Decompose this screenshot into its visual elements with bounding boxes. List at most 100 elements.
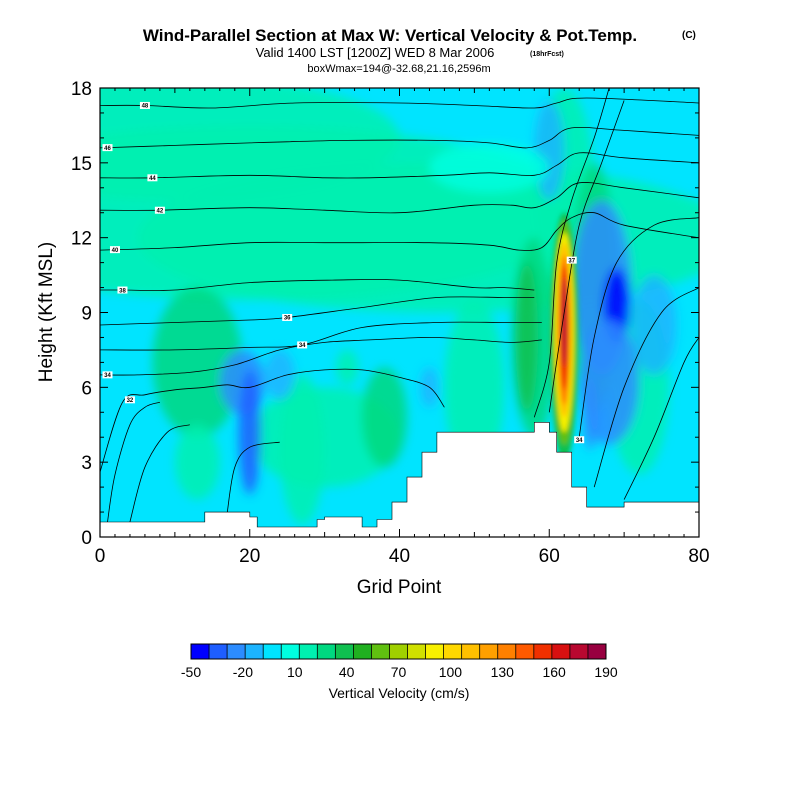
theta-contour-line	[100, 212, 699, 251]
velocity-blob	[152, 287, 243, 438]
contour-label-bg	[147, 174, 158, 182]
theta-contour-label: 37	[568, 258, 575, 264]
colorbar-swatch	[497, 644, 517, 659]
y-tick-label: 6	[81, 378, 92, 399]
theta-contour-line	[578, 217, 699, 438]
colorbar	[190, 643, 607, 660]
y-axis-label: Height (Kft MSL)	[36, 242, 57, 382]
theta-contour-line	[129, 424, 190, 523]
theta-contour-label: 46	[104, 146, 111, 152]
velocity-blob	[335, 349, 359, 385]
theta-contour-label: 34	[576, 438, 583, 444]
colorbar-frame	[190, 643, 607, 660]
contour-label-bg	[574, 436, 585, 444]
colorbar-swatch	[533, 644, 553, 659]
contour-label-bg	[139, 101, 150, 109]
colorbar-swatch	[317, 644, 336, 659]
x-tick-label: 0	[95, 546, 106, 567]
x-tick-label: 20	[239, 546, 260, 567]
colorbar-swatch	[443, 644, 462, 659]
box-wmax-caption: boxWmax=194@-32.68,21.16,2596m	[307, 63, 490, 75]
x-tick-label: 40	[389, 546, 410, 567]
colorbar-label: Vertical Velocity (cm/s)	[329, 685, 470, 701]
forecast-hour-note: (18hrFcst)	[530, 51, 564, 58]
velocity-blob	[100, 88, 400, 201]
terrain	[100, 422, 699, 537]
y-tick-label: 15	[71, 154, 92, 175]
velocity-blob	[238, 369, 261, 495]
contour-label-bg	[566, 256, 577, 264]
theta-contour-label: 48	[142, 104, 149, 110]
colorbar-swatch	[353, 644, 372, 659]
colorbar-swatch	[335, 644, 354, 659]
theta-contour-label: 36	[284, 316, 291, 322]
x-tick-label: 80	[688, 546, 709, 567]
colorbar-swatch	[209, 644, 228, 659]
contour-label-bg	[297, 341, 308, 349]
colorbar-tick-label: 100	[439, 664, 463, 680]
colorbar-tick-label: 10	[287, 664, 303, 680]
theta-contour-label: 40	[112, 248, 119, 254]
y-tick-label: 0	[81, 528, 92, 549]
chart-title: Wind-Parallel Section at Max W: Vertical…	[143, 26, 637, 45]
theta-contour-line	[100, 127, 699, 149]
velocity-field	[100, 88, 699, 525]
colorbar-swatch	[245, 644, 264, 659]
velocity-blob	[429, 142, 550, 193]
velocity-blob	[631, 275, 677, 375]
contour-label-bg	[282, 313, 293, 321]
colorbar-swatch	[371, 644, 390, 659]
colorbar-swatch	[515, 644, 535, 659]
colorbar-tick-labels: -50 -20 10 40 70 100 130 160 190	[181, 664, 618, 680]
contour-label-bg	[124, 396, 135, 404]
theta-contour-line	[100, 182, 699, 214]
theta-contour-line	[100, 279, 535, 291]
theta-contour-label: 38	[119, 288, 126, 294]
contour-label-bg	[102, 144, 113, 152]
y-tick-label: 9	[81, 304, 92, 325]
colorbar-swatch	[425, 644, 444, 659]
colorbar-tick-label: 160	[542, 664, 566, 680]
theta-contours: 32 34 34 36 38 40 42 44 46 48 37 34	[100, 88, 699, 523]
axis-ticks	[99, 87, 700, 538]
y-tick-label: 12	[71, 229, 92, 250]
chart-subtitle: Valid 1400 LST [1200Z] WED 8 Mar 2006	[256, 45, 495, 60]
x-tick-labels: 0 20 40 60 80	[95, 546, 710, 567]
theta-contour-line	[100, 368, 445, 473]
colorbar-tick-label: 40	[339, 664, 355, 680]
theta-contour-label: 34	[104, 373, 111, 379]
theta-contour-line	[100, 336, 542, 376]
colorbar-tick-label: -50	[181, 664, 201, 680]
colorbar-swatch	[587, 644, 607, 659]
theta-contour-line	[593, 287, 699, 488]
theta-contour-line	[100, 97, 699, 109]
colorbar-swatch	[389, 644, 408, 659]
theta-contour-label: 44	[149, 176, 156, 182]
contour-label-bg	[117, 286, 128, 294]
velocity-blob	[264, 349, 295, 400]
updraft-contour	[561, 277, 567, 368]
colorbar-swatch	[407, 644, 426, 659]
y-tick-label: 18	[71, 79, 92, 100]
velocity-blob	[174, 424, 220, 500]
theta-contour-line	[226, 441, 280, 513]
velocity-blob	[362, 367, 407, 468]
colorbar-swatch	[227, 644, 246, 659]
colorbar-swatch	[551, 644, 571, 659]
theta-contour-line	[548, 100, 625, 413]
theta-contour-label: 34	[299, 343, 306, 349]
y-tick-labels: 0 3 6 9 12 15 18	[71, 79, 92, 549]
colorbar-swatch	[569, 644, 589, 659]
theta-contour-line	[100, 321, 542, 351]
colorbar-swatch	[191, 644, 210, 659]
colorbar-swatch	[281, 644, 300, 659]
contour-label-bg	[109, 246, 120, 254]
colorbar-swatch	[299, 644, 318, 659]
colorbar-swatch	[461, 644, 480, 659]
x-tick-label: 60	[539, 546, 560, 567]
theta-contour-line	[623, 337, 699, 500]
theta-contour-line	[100, 152, 699, 179]
theta-contour-label: 42	[157, 208, 164, 214]
velocity-blob	[534, 100, 565, 201]
